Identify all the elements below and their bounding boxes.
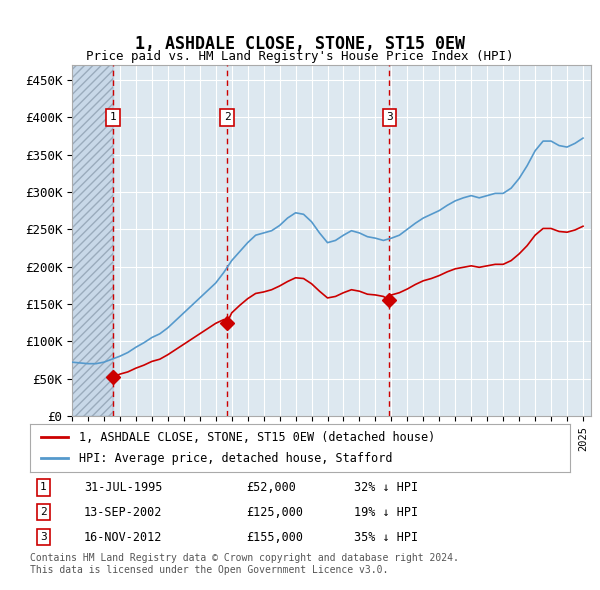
Text: 1, ASHDALE CLOSE, STONE, ST15 0EW (detached house): 1, ASHDALE CLOSE, STONE, ST15 0EW (detac…: [79, 431, 435, 444]
Text: 35% ↓ HPI: 35% ↓ HPI: [354, 530, 418, 543]
Text: Price paid vs. HM Land Registry's House Price Index (HPI): Price paid vs. HM Land Registry's House …: [86, 50, 514, 63]
Text: HPI: Average price, detached house, Stafford: HPI: Average price, detached house, Staf…: [79, 452, 392, 465]
Text: 19% ↓ HPI: 19% ↓ HPI: [354, 506, 418, 519]
Text: £125,000: £125,000: [246, 506, 303, 519]
Text: 1: 1: [40, 482, 47, 492]
Text: 3: 3: [386, 112, 393, 122]
Text: 16-NOV-2012: 16-NOV-2012: [84, 530, 163, 543]
Text: 1, ASHDALE CLOSE, STONE, ST15 0EW: 1, ASHDALE CLOSE, STONE, ST15 0EW: [135, 35, 465, 54]
Text: Contains HM Land Registry data © Crown copyright and database right 2024.
This d: Contains HM Land Registry data © Crown c…: [30, 553, 459, 575]
Text: £155,000: £155,000: [246, 530, 303, 543]
Text: 2: 2: [40, 507, 47, 517]
Text: 3: 3: [40, 532, 47, 542]
Text: 2: 2: [224, 112, 230, 122]
Text: 32% ↓ HPI: 32% ↓ HPI: [354, 481, 418, 494]
Text: 1: 1: [110, 112, 116, 122]
Text: 13-SEP-2002: 13-SEP-2002: [84, 506, 163, 519]
Text: £52,000: £52,000: [246, 481, 296, 494]
Text: 31-JUL-1995: 31-JUL-1995: [84, 481, 163, 494]
